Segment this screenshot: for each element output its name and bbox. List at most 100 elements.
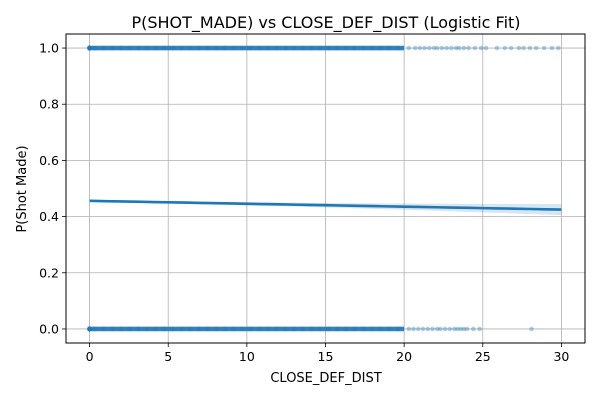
data-point (326, 45, 331, 51)
data-point (434, 45, 440, 51)
data-point (442, 326, 448, 332)
data-point (452, 326, 457, 332)
y-tick-label: 0.8 (39, 97, 59, 112)
data-point (144, 326, 150, 332)
data-point (455, 326, 460, 332)
data-point (529, 326, 534, 332)
data-point (471, 326, 476, 332)
x-tick-label: 30 (553, 349, 569, 364)
data-point (213, 45, 219, 51)
data-point (222, 45, 228, 51)
data-point (453, 45, 459, 51)
plot-marks (86, 45, 562, 332)
dense-points-band (87, 326, 405, 332)
data-point (555, 45, 561, 51)
data-point (541, 45, 547, 51)
data-point (369, 45, 375, 51)
data-point (110, 45, 115, 51)
data-point (265, 326, 271, 332)
data-point (170, 326, 176, 332)
data-point (274, 326, 280, 332)
data-point (317, 326, 323, 332)
x-tick-label: 10 (239, 349, 255, 364)
data-point (334, 326, 340, 332)
data-point (283, 45, 288, 51)
data-point (415, 326, 421, 332)
data-point (406, 326, 412, 332)
data-point (153, 326, 158, 332)
data-point (386, 326, 392, 332)
data-point (449, 45, 454, 51)
data-point (461, 326, 467, 332)
axis-ticks: 0 5 10 15 20 25 30 0.0 0.2 0.4 0.6 0.8 1.0 (39, 41, 569, 364)
data-point (412, 45, 418, 51)
data-point (425, 326, 431, 332)
data-point (420, 326, 426, 332)
data-point (483, 45, 489, 51)
data-point (179, 45, 184, 51)
data-point (456, 45, 462, 51)
y-axis-label: P(Shot Made) (15, 145, 30, 232)
data-point (369, 326, 375, 332)
data-point (179, 326, 184, 332)
data-point (516, 45, 522, 51)
data-point (127, 45, 132, 51)
data-point (239, 45, 245, 51)
data-point (478, 45, 484, 51)
data-point (257, 45, 262, 51)
data-point (422, 45, 427, 51)
data-point (110, 326, 115, 332)
data-point (549, 45, 555, 51)
logistic-fit-line (89, 199, 562, 211)
data-point (447, 326, 453, 332)
data-point (438, 326, 443, 332)
chart-title: P(SHOT_MADE) vs CLOSE_DEF_DIST (Logistic… (131, 13, 520, 33)
data-point (265, 45, 271, 51)
data-point (395, 45, 401, 51)
data-point (527, 45, 533, 51)
data-point (283, 326, 288, 332)
data-point (196, 326, 202, 332)
data-point (187, 326, 193, 332)
x-tick-label: 25 (475, 349, 491, 364)
data-point (434, 326, 440, 332)
data-point (444, 45, 449, 51)
data-point (309, 45, 314, 51)
data-point (411, 326, 416, 332)
y-tick-label: 0.2 (39, 265, 59, 280)
data-point (213, 326, 219, 332)
data-point (521, 45, 526, 51)
data-point (352, 45, 357, 51)
dense-points-band (87, 45, 405, 51)
data-point (431, 45, 437, 51)
data-point (274, 45, 280, 51)
data-point (464, 326, 470, 332)
data-point (472, 45, 478, 51)
data-point (231, 326, 236, 332)
y-tick-label: 0.6 (39, 153, 59, 168)
data-point (352, 326, 357, 332)
data-point (153, 45, 158, 51)
data-point (92, 326, 98, 332)
data-point (317, 45, 323, 51)
data-point (291, 45, 297, 51)
y-tick-label: 0.4 (39, 209, 59, 224)
data-point (187, 45, 193, 51)
data-point (136, 45, 141, 51)
data-point (461, 45, 467, 51)
data-point (161, 326, 167, 332)
data-point (300, 45, 305, 51)
data-point (334, 45, 340, 51)
data-point (343, 45, 349, 51)
data-point (257, 326, 262, 332)
data-point (326, 326, 331, 332)
data-point (205, 326, 210, 332)
data-point (92, 45, 98, 51)
data-point (502, 45, 508, 51)
data-point (170, 45, 176, 51)
y-tick-label: 0.0 (39, 321, 59, 336)
point-cluster-marker (86, 45, 93, 52)
data-point (378, 45, 383, 51)
data-point (300, 326, 305, 332)
